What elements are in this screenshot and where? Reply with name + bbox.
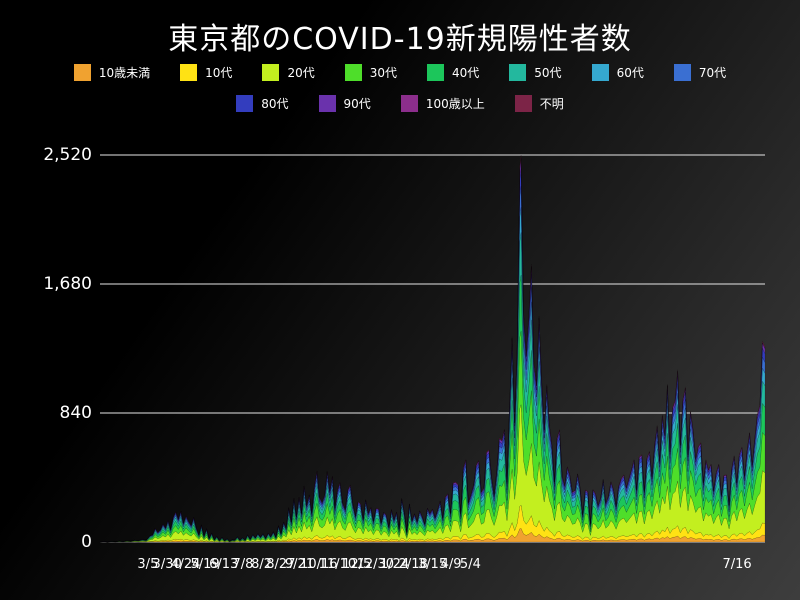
legend-swatch-icon <box>509 64 527 81</box>
legend-swatch-icon <box>236 95 254 112</box>
legend-item-10歳未満[interactable]: 10歳未満 <box>73 64 151 81</box>
x-axis-tick-label: 3/15 <box>417 557 448 572</box>
y-axis-tick-label: 1,680 <box>43 274 92 294</box>
legend-item-70代[interactable]: 70代 <box>673 64 727 81</box>
x-axis-tick-label: 9/21 <box>284 557 315 572</box>
legend-swatch-icon <box>514 95 532 112</box>
legend-item-90代[interactable]: 90代 <box>318 95 371 112</box>
legend-item-不明[interactable]: 不明 <box>514 95 564 112</box>
area-series-100歳以上 <box>99 157 766 543</box>
chart-title: 東京都のCOVID-19新規陽性者数 <box>168 22 632 57</box>
y-axis-tick-label: 0 <box>81 532 92 552</box>
legend-item-30代[interactable]: 30代 <box>344 64 397 81</box>
y-axis-tick-label: 840 <box>59 403 92 423</box>
legend-row-2: 80代 90代 100歳以上 不明 <box>0 95 800 112</box>
legend-label: 10代 <box>205 65 233 80</box>
x-axis-tick-label: 7/8 <box>232 557 254 572</box>
x-axis-tick-label: 1/24 <box>379 557 410 572</box>
area-series-40代 <box>99 274 766 543</box>
legend-swatch-icon <box>180 64 198 81</box>
legend-label: 20代 <box>287 65 315 80</box>
legend-swatch-icon <box>673 64 691 81</box>
legend-label: 90代 <box>343 96 371 111</box>
legend-swatch-icon <box>262 64 280 81</box>
area-series-90代 <box>99 158 766 543</box>
area-series-30代 <box>99 331 766 543</box>
legend-label: 30代 <box>369 65 397 80</box>
x-axis-tick-label: 3/30 <box>152 557 182 572</box>
x-axis-tick-label: 12/30 <box>356 557 395 572</box>
x-axis-tick-label: 10/16 <box>300 557 338 572</box>
legend-label: 10歳未満 <box>98 65 151 80</box>
legend-swatch-icon <box>73 64 91 81</box>
area-series-10代 <box>100 504 766 543</box>
x-axis-tick-label: 4/9 <box>440 557 462 572</box>
legend-label: 不明 <box>539 96 564 111</box>
legend: 10歳未満 10代 20代 30代 40代 50代 60代 70代 80代 90代 100歳以上 不… <box>0 64 800 126</box>
area-series-60代 <box>99 207 766 543</box>
legend-label: 40代 <box>452 65 480 80</box>
x-axis-tick-label: 8/27 <box>266 557 296 572</box>
legend-swatch-icon <box>591 64 609 81</box>
area-series-80代 <box>99 168 766 543</box>
area-series-20代 <box>99 404 766 543</box>
legend-swatch-icon <box>427 64 444 81</box>
area-series-50代 <box>99 232 766 543</box>
x-axis-tick-label: 7/16 <box>722 557 752 572</box>
legend-label: 60代 <box>616 65 644 80</box>
area-series-70代 <box>99 185 766 543</box>
y-axis-tick-label: 2,520 <box>43 145 92 165</box>
area-series-不明 <box>99 154 766 543</box>
x-axis-tick-label: 5/4 <box>459 557 481 572</box>
x-axis-tick-label: 5/19 <box>190 557 220 572</box>
x-axis-tick-label: 3/5 <box>137 557 159 572</box>
x-axis-tick-label: 8/2 <box>251 557 273 572</box>
x-axis-tick-label: 11/10 <box>318 557 357 572</box>
x-axis-tick-label: 12/5 <box>342 557 372 572</box>
legend-swatch-icon <box>344 64 362 81</box>
legend-item-80代[interactable]: 80代 <box>236 95 289 112</box>
legend-item-100歳以上[interactable]: 100歳以上 <box>400 95 485 112</box>
legend-item-60代[interactable]: 60代 <box>591 64 644 81</box>
legend-item-20代[interactable]: 20代 <box>262 64 315 81</box>
legend-item-10代[interactable]: 10代 <box>180 64 232 81</box>
x-axis-tick-label: 6/13 <box>209 557 239 572</box>
legend-label: 50代 <box>534 65 562 80</box>
area-series-10歳未満 <box>100 528 766 543</box>
legend-label: 100歳以上 <box>425 96 485 111</box>
legend-label: 80代 <box>261 96 289 111</box>
legend-item-40代[interactable]: 40代 <box>427 64 479 81</box>
legend-swatch-icon <box>318 95 336 112</box>
legend-row-1: 10歳未満 10代 20代 30代 40代 50代 60代 70代 <box>0 64 800 81</box>
legend-swatch-icon <box>400 95 418 112</box>
x-axis-tick-label: 2/18 <box>398 557 428 572</box>
x-axis-tick-label: 4/24 <box>171 557 201 572</box>
legend-item-50代[interactable]: 50代 <box>509 64 562 81</box>
legend-label: 70代 <box>698 65 727 80</box>
